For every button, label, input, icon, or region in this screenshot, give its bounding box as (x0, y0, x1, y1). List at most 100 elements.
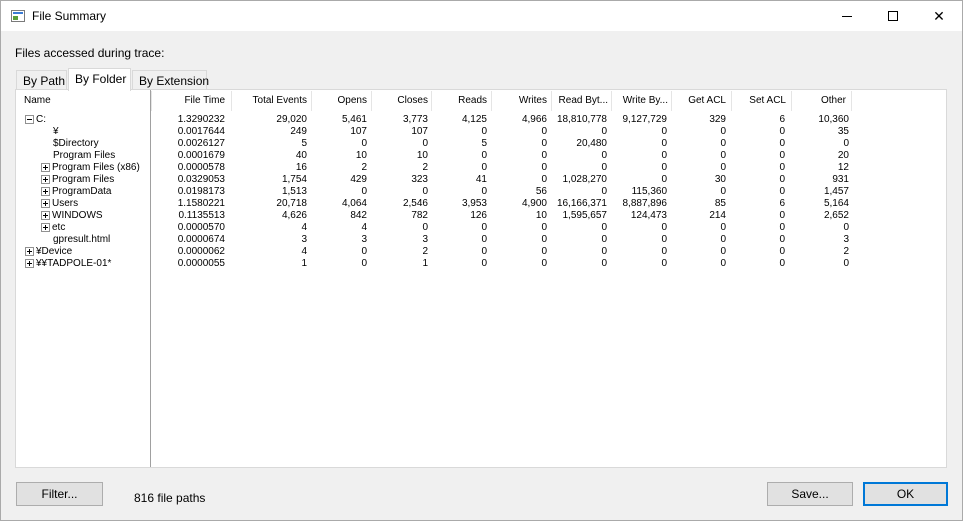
table-row[interactable]: $Directory 0.0026127 5 0 0 5 0 20,480 0 0 0 0 (16, 138, 946, 150)
column-separator[interactable] (551, 91, 552, 111)
close-icon: ✕ (933, 7, 945, 24)
column-separator[interactable] (371, 91, 372, 111)
maximize-button[interactable] (870, 1, 916, 31)
reads-cell: 4,125 (461, 114, 487, 125)
closes-cell: 0 (422, 138, 428, 149)
writes-header[interactable]: Writes (518, 95, 547, 106)
folder-name[interactable]: Program Files (x86) (52, 162, 140, 173)
file-time-cell: 0.0198173 (177, 186, 225, 197)
table-row[interactable]: C: 1.3290232 29,020 5,461 3,773 4,125 4,966 18,… (16, 114, 946, 126)
write-bytes-cell: 0 (661, 162, 667, 173)
name-column (16, 90, 151, 467)
column-separator[interactable] (731, 91, 732, 111)
folder-name[interactable]: ¥Device (36, 246, 73, 257)
table-row[interactable]: Program Files 0.0001679 40 10 10 0 0 0 0 0 0 20 (16, 150, 946, 162)
opens-cell: 0 (361, 246, 367, 257)
closes-cell: 2,546 (402, 198, 428, 209)
folder-name[interactable]: WINDOWS (52, 210, 103, 221)
total-events-header[interactable]: Total Events (252, 95, 307, 106)
column-separator[interactable] (151, 91, 152, 111)
table-row[interactable]: Users 1.1580221 20,718 4,064 2,546 3,953 4,900… (16, 198, 946, 210)
minimize-button[interactable] (824, 1, 870, 31)
writes-cell: 0 (541, 174, 547, 185)
other-cell: 3 (843, 234, 849, 245)
column-separator[interactable] (491, 91, 492, 111)
expand-icon[interactable] (41, 175, 50, 184)
file-time-cell: 1.3290232 (177, 114, 225, 125)
folder-name[interactable]: ¥¥TADPOLE-01* (36, 258, 112, 269)
table-row[interactable]: ¥¥TADPOLE-01* 0.0000055 1 0 1 0 0 0 0 0 0 0 (16, 258, 946, 270)
filter-button[interactable]: Filter... (16, 482, 103, 506)
table-row[interactable]: etc 0.0000570 4 4 0 0 0 0 0 0 0 0 (16, 222, 946, 234)
read-bytes-header[interactable]: Read Byt... (558, 95, 608, 106)
total-events-cell: 4 (301, 222, 307, 233)
folder-name[interactable]: ProgramData (52, 186, 112, 197)
closes-cell: 0 (422, 222, 428, 233)
total-events-cell: 1 (301, 258, 307, 269)
expand-icon[interactable] (25, 247, 34, 256)
folder-name[interactable]: $Directory (53, 138, 99, 149)
column-separator[interactable] (791, 91, 792, 111)
expand-icon[interactable] (41, 199, 50, 208)
files-accessed-label: Files accessed during trace: (15, 46, 165, 60)
set-acl-header[interactable]: Set ACL (749, 95, 786, 106)
table-row[interactable]: Program Files (x86) 0.0000578 16 2 2 0 0 0 0 0 0 12 (16, 162, 946, 174)
read-bytes-cell: 0 (601, 258, 607, 269)
expand-icon[interactable] (41, 163, 50, 172)
table-row[interactable]: Program Files 0.0329053 1,754 429 323 41 0 1,02… (16, 174, 946, 186)
tab-by-folder[interactable]: By Folder (68, 68, 131, 91)
table-row[interactable]: ¥0.0017644 249 107 107 0 0 0 0 0 0 35 (16, 126, 946, 138)
file-summary-app-icon (11, 10, 25, 22)
folder-name[interactable]: Program Files (53, 150, 116, 161)
name-header[interactable]: Name (24, 95, 51, 106)
write-bytes-cell: 0 (661, 258, 667, 269)
column-separator[interactable] (311, 91, 312, 111)
tab-by-extension[interactable]: By Extension (132, 70, 209, 90)
other-header[interactable]: Other (820, 95, 846, 106)
expand-icon[interactable] (41, 187, 50, 196)
folder-name[interactable]: gpresult.html (53, 234, 111, 245)
folder-name[interactable]: Users (52, 198, 79, 209)
read-bytes-cell: 0 (601, 234, 607, 245)
get-acl-cell: 329 (709, 114, 726, 125)
column-separator[interactable] (611, 91, 612, 111)
close-button[interactable]: ✕ (916, 1, 962, 31)
collapse-icon[interactable] (25, 115, 34, 124)
other-cell: 1,457 (823, 186, 849, 197)
folder-name[interactable]: C: (36, 114, 46, 125)
opens-cell: 842 (350, 210, 367, 221)
expand-icon[interactable] (41, 223, 50, 232)
set-acl-cell: 6 (779, 198, 785, 209)
read-bytes-cell: 16,166,371 (556, 198, 607, 209)
reads-header[interactable]: Reads (458, 95, 487, 106)
table-row[interactable]: ¥Device 0.0000062 4 0 2 0 0 0 0 0 0 2 (16, 246, 946, 258)
title-bar[interactable]: File Summary ✕ (1, 1, 962, 31)
opens-header[interactable]: Opens (337, 95, 367, 106)
column-separator[interactable] (231, 91, 232, 111)
expand-icon[interactable] (41, 211, 50, 220)
folder-name[interactable]: ¥ (53, 126, 59, 137)
other-cell: 12 (837, 162, 849, 173)
opens-cell: 3 (361, 234, 367, 245)
total-events-cell: 16 (295, 162, 307, 173)
expand-icon[interactable] (25, 259, 34, 268)
folder-name[interactable]: etc (52, 222, 66, 233)
writes-cell: 0 (541, 234, 547, 245)
get-acl-cell: 0 (720, 138, 726, 149)
save-button[interactable]: Save... (767, 482, 853, 506)
ok-button[interactable]: OK (863, 482, 948, 506)
file-time-header[interactable]: File Time (184, 95, 225, 106)
folder-name[interactable]: Program Files (52, 174, 115, 185)
column-separator[interactable] (671, 91, 672, 111)
write-bytes-header[interactable]: Write By... (622, 95, 668, 106)
column-separator[interactable] (431, 91, 432, 111)
table-row[interactable]: ProgramData 0.0198173 1,513 0 0 0 56 0 115,360 0 0… (16, 186, 946, 198)
closes-header[interactable]: Closes (397, 95, 428, 106)
tab-by-path[interactable]: By Path (16, 70, 67, 90)
table-row[interactable]: WINDOWS 0.1135513 4,626 842 782 126 10 1,595,65… (16, 210, 946, 222)
column-separator[interactable] (851, 91, 852, 111)
set-acl-cell: 6 (779, 114, 785, 125)
table-row[interactable]: gpresult.html 0.0000674 3 3 3 0 0 0 0 0 0 3 (16, 234, 946, 246)
reads-cell: 0 (481, 222, 487, 233)
get-acl-header[interactable]: Get ACL (688, 95, 726, 106)
